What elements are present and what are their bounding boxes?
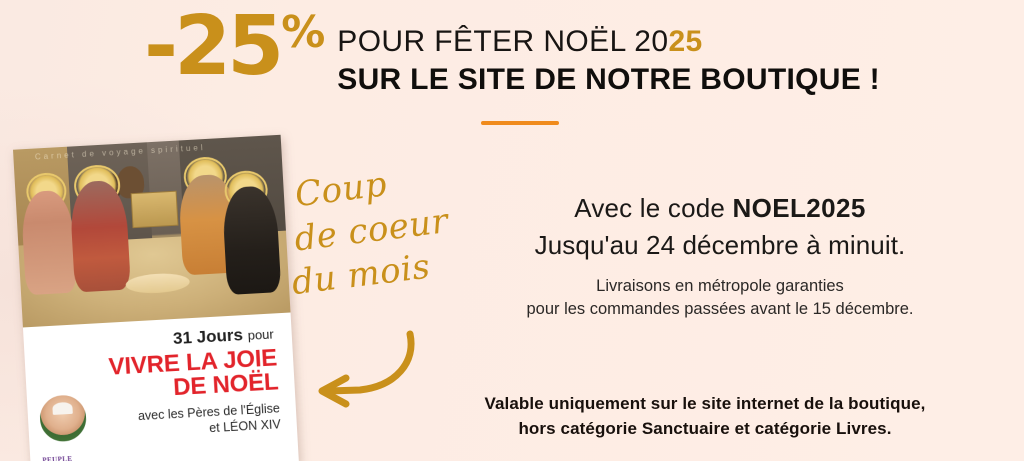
publisher-line-1: PEUPLE bbox=[42, 455, 73, 461]
promo-details: Avec le code NOEL2025 Jusqu'au 24 décemb… bbox=[470, 192, 970, 322]
headline-line-1-prefix: POUR FÊTER NOËL 20 bbox=[337, 25, 669, 58]
headline-line-2: SUR LE SITE DE NOTRE BOUTIQUE ! bbox=[337, 63, 880, 97]
headline-block: -25% POUR FÊTER NOËL 2025 SUR LE SITE DE… bbox=[0, 6, 1024, 99]
curved-arrow-icon bbox=[318, 330, 415, 408]
manger bbox=[130, 190, 179, 229]
book-title-pour: pour bbox=[247, 326, 275, 343]
legal-notice: Valable uniquement sur le site internet … bbox=[420, 392, 990, 441]
promo-code-line: Avec le code NOEL2025 bbox=[470, 192, 970, 226]
coup-de-coeur-note: Coup de coeur du mois bbox=[290, 153, 488, 305]
percent-symbol: % bbox=[281, 7, 325, 58]
headline-lines: POUR FÊTER NOËL 2025 SUR LE SITE DE NOTR… bbox=[337, 12, 880, 99]
book-title-days: 31 Jours bbox=[172, 325, 244, 349]
book-cover-artwork: Carnet de voyage spirituel bbox=[12, 134, 291, 328]
publisher-logo: PEUPLE LIBRE bbox=[42, 455, 73, 461]
promo-code-prefix: Avec le code bbox=[574, 193, 733, 223]
book-cover: Carnet de voyage spirituel 31 Jours pour… bbox=[12, 134, 300, 461]
shipping-line-1: Livraisons en métropole garanties bbox=[596, 276, 844, 295]
promo-shipping-info: Livraisons en métropole garanties pour l… bbox=[470, 275, 970, 322]
discount-value: -25 bbox=[144, 0, 284, 94]
promo-code: NOEL2025 bbox=[732, 193, 866, 223]
headline-year-highlight: 25 bbox=[668, 25, 703, 58]
discount-percentage: -25% bbox=[144, 0, 325, 94]
headline-line-1: POUR FÊTER NOËL 2025 bbox=[337, 24, 880, 59]
book-cover-text: 31 Jours pour VIVRE LA JOIE DE NOËL avec… bbox=[22, 312, 300, 461]
legal-line-2: hors catégorie Sanctuaire et catégorie L… bbox=[518, 418, 892, 438]
shipping-line-2: pour les commandes passées avant le 15 d… bbox=[526, 300, 914, 319]
promo-deadline: Jusqu'au 24 décembre à minuit. bbox=[534, 229, 906, 260]
book-title-main-2: DE NOËL bbox=[172, 368, 280, 402]
book-subtitle-line-2: et LÉON XIV bbox=[208, 416, 282, 435]
headline-divider bbox=[481, 121, 559, 125]
legal-line-1: Valable uniquement sur le site internet … bbox=[484, 394, 926, 413]
